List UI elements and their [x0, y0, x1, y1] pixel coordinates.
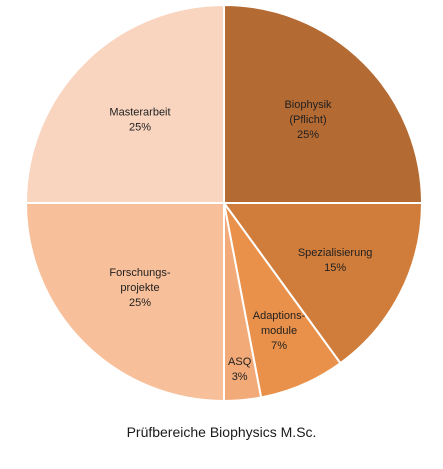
chart-title: Prüfbereiche Biophysics M.Sc.	[126, 424, 317, 440]
slice-label: ASQ 3%	[228, 356, 252, 383]
slice-label: Biophysik (Pflicht) 25%	[284, 99, 332, 141]
pie-slice	[222, 202, 424, 365]
pie-slice	[223, 3, 424, 204]
slice-label: Adaptions-module 7%	[253, 310, 306, 352]
slice-label: Masterarbeit 25%	[109, 106, 170, 133]
pie-slice	[24, 3, 225, 204]
slice-label: Spezialisierung 15%	[298, 247, 373, 274]
pie-chart: Biophysik (Pflicht) 25% Spezialisierung 15% A…	[24, 3, 424, 403]
pie-slice	[24, 202, 225, 403]
slice-label: Forschungs-projekte 25%	[109, 267, 170, 309]
